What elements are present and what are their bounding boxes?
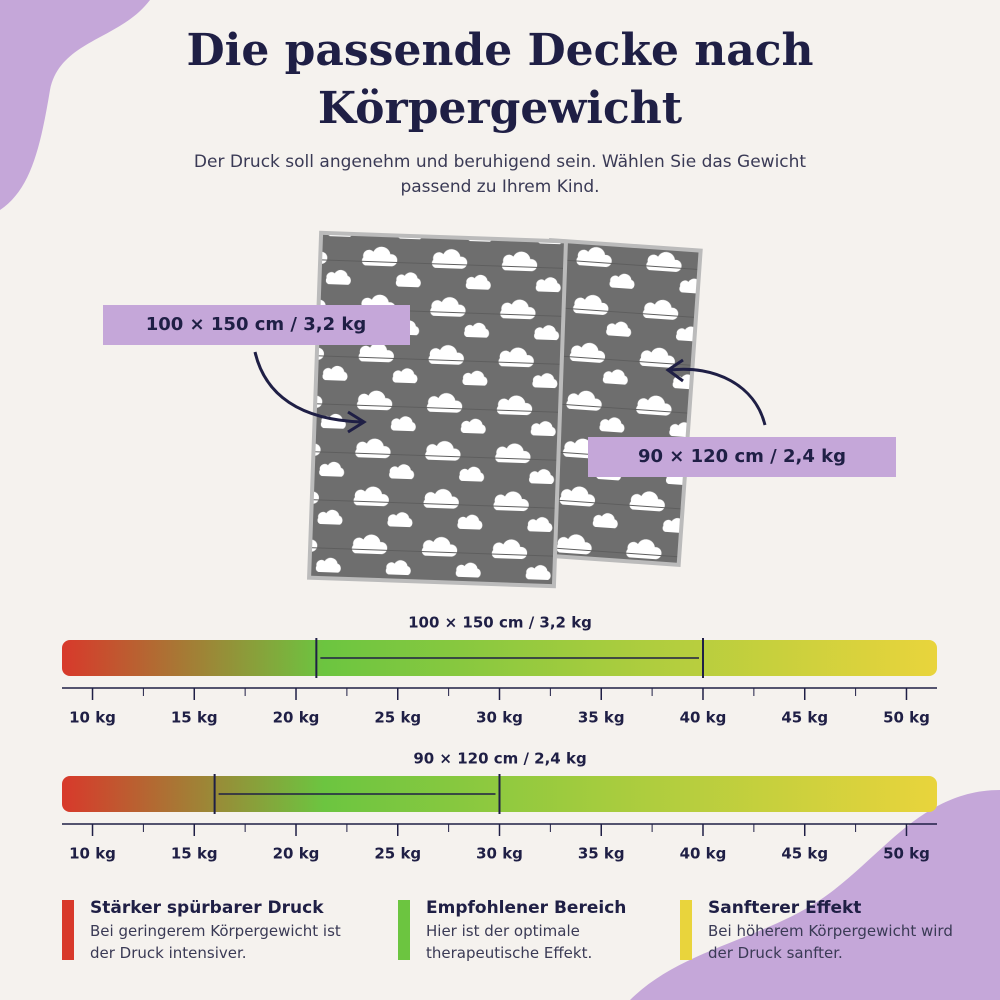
tick-label: 30 kg (476, 709, 523, 727)
arrow-head (665, 358, 684, 383)
size-label: 100 × 150 cm / 3,2 kg (146, 314, 367, 335)
tick-label: 10 kg (69, 709, 116, 727)
subtitle: Der Druck soll angenehm und beruhigend s… (193, 152, 807, 197)
title: Die passende Decke nach Körpergewicht (186, 25, 814, 134)
blob (0, 0, 150, 210)
scale-title: 100 × 150 cm / 3,2 kg (408, 614, 592, 632)
tick-label: 40 kg (680, 709, 727, 727)
legend-item: Sanfterer Effekt Bei höherem Körpergewich… (680, 896, 960, 964)
tick-label: 20 kg (273, 709, 320, 727)
label-box (588, 437, 896, 477)
tick-label: 15 kg (171, 709, 218, 727)
legend-text: Bei geringerem Körpergewicht ist der Dru… (90, 922, 341, 962)
tick-label: 30 kg (476, 845, 523, 863)
legend-title: Stärker spürbarer Druck (90, 898, 324, 918)
legend-swatch (62, 900, 74, 960)
legend-title: Empfohlener Bereich (426, 898, 627, 918)
label-box (103, 305, 410, 345)
scale-title: 90 × 120 cm / 2,4 kg (413, 750, 586, 768)
tick-label: 50 kg (883, 845, 930, 863)
tick-label: 40 kg (680, 845, 727, 863)
tick-label: 35 kg (578, 709, 625, 727)
legend-text: Bei höherem Körpergewicht wird der Druck… (708, 922, 953, 962)
arrow (253, 351, 363, 424)
legend-item: Stärker spürbarer Druck Bei geringerem Kö… (62, 896, 342, 964)
legend-item: Empfohlener Bereich Hier ist der optimale… (398, 896, 678, 964)
tick-label: 20 kg (273, 845, 320, 863)
tick-label: 50 kg (883, 709, 930, 727)
blanket-large (307, 230, 569, 589)
arrow (669, 367, 767, 426)
legend-text: Hier ist der optimale therapeutische Eff… (426, 922, 593, 962)
blob (630, 790, 1000, 1000)
legend-swatch (680, 900, 692, 960)
arrow-head (347, 410, 367, 434)
tick-label: 25 kg (374, 845, 421, 863)
tick-label: 45 kg (781, 845, 828, 863)
tick-label: 25 kg (374, 709, 421, 727)
legend-swatch (398, 900, 410, 960)
tick-label: 15 kg (171, 845, 218, 863)
tick-label: 45 kg (781, 709, 828, 727)
legend-title: Sanfterer Effekt (708, 898, 862, 918)
size-label: 90 × 120 cm / 2,4 kg (638, 446, 846, 467)
tick-label: 10 kg (69, 845, 116, 863)
tick-label: 35 kg (578, 845, 625, 863)
